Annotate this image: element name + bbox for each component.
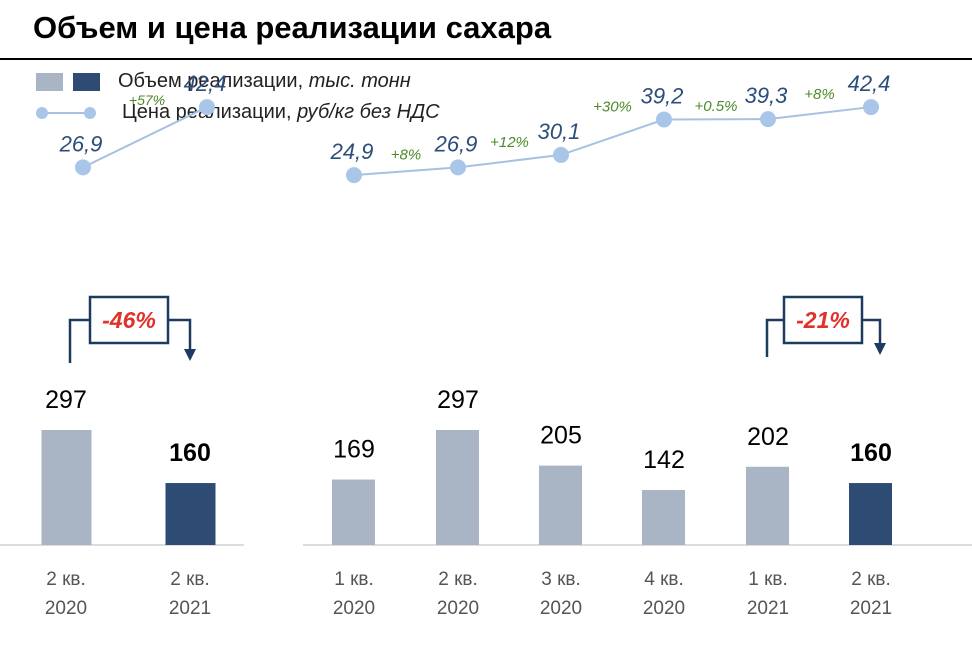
bar <box>746 466 789 545</box>
legend-volume: Объем реализации, тыс. тонн <box>36 70 411 93</box>
bar <box>41 430 92 545</box>
bar-value-label: 160 <box>850 439 892 467</box>
category-label: 2 кв. <box>851 569 891 590</box>
legend-line-sample <box>36 106 96 119</box>
bar-value-label: 142 <box>643 446 685 474</box>
price-line-right <box>353 106 872 177</box>
price-label: 39,3 <box>745 83 789 108</box>
title-underline <box>0 58 972 60</box>
category-label: 2021 <box>850 598 892 619</box>
category-label: 2020 <box>643 598 685 619</box>
category-label: 2020 <box>333 598 375 619</box>
annotation-bracket-left <box>765 318 784 357</box>
price-label: 42,4 <box>184 71 227 96</box>
category-label: 2020 <box>45 598 87 619</box>
bar-value-label: 205 <box>540 422 582 450</box>
annotation-bracket-right <box>862 318 882 344</box>
category-label: 3 кв. <box>541 569 581 590</box>
price-marker <box>760 111 776 128</box>
price-marker <box>450 159 466 176</box>
annotation-box <box>782 295 864 345</box>
category-label: 4 кв. <box>644 569 684 590</box>
price-marker <box>656 111 672 128</box>
annotation-bracket-right <box>168 318 192 350</box>
bar <box>332 479 375 545</box>
legend-swatch-dark <box>73 72 100 91</box>
price-label: 26,9 <box>434 131 478 156</box>
price-label: 30,1 <box>538 119 581 144</box>
price-change-label: +0.5% <box>695 98 738 115</box>
price-change-label: +8% <box>391 146 421 163</box>
price-label: 42,4 <box>848 71 891 96</box>
category-label: 2 кв. <box>170 569 210 590</box>
chart-title: Объем и цена реализации сахара <box>33 10 552 45</box>
category-label: 2020 <box>437 598 479 619</box>
legend-swatch-light <box>36 72 63 91</box>
price-label: 39,2 <box>641 84 684 109</box>
bar <box>165 483 216 545</box>
price-label: 26,9 <box>59 131 103 156</box>
price-marker <box>199 99 215 116</box>
legend-volume-label: Объем реализации, тыс. тонн <box>118 70 411 92</box>
price-marker <box>75 159 91 176</box>
bar <box>436 430 479 545</box>
category-label: 2021 <box>747 598 789 619</box>
category-label: 2 кв. <box>438 569 478 590</box>
bar <box>849 483 892 545</box>
annotation-label: -46% <box>102 307 156 333</box>
price-change-label: +30% <box>593 99 632 116</box>
category-label: 2020 <box>540 598 582 619</box>
category-label: 2 кв. <box>46 569 86 590</box>
annotation-bracket-left <box>68 318 90 363</box>
bar-value-label: 297 <box>437 386 479 414</box>
bar-value-label: 160 <box>169 439 211 467</box>
annotation-label: -21% <box>796 307 850 333</box>
bar <box>539 465 582 545</box>
price-change-label: +8% <box>804 86 834 103</box>
bar <box>642 490 685 545</box>
category-label: 1 кв. <box>334 569 374 590</box>
price-marker <box>553 146 569 163</box>
bar-value-label: 297 <box>45 386 87 414</box>
category-label: 1 кв. <box>748 569 788 590</box>
price-label: 24,9 <box>330 139 374 164</box>
annotation-arrowhead <box>874 343 886 355</box>
annotation-box <box>88 295 170 345</box>
bar-value-label: 169 <box>333 436 375 464</box>
category-label: 2021 <box>169 598 211 619</box>
price-marker <box>346 167 362 184</box>
price-change-label: +57% <box>129 92 165 108</box>
price-line-left <box>82 106 208 169</box>
price-marker <box>863 99 879 116</box>
price-change-label: +12% <box>490 134 529 151</box>
annotation-arrowhead <box>184 349 196 361</box>
bar-value-label: 202 <box>747 423 789 451</box>
